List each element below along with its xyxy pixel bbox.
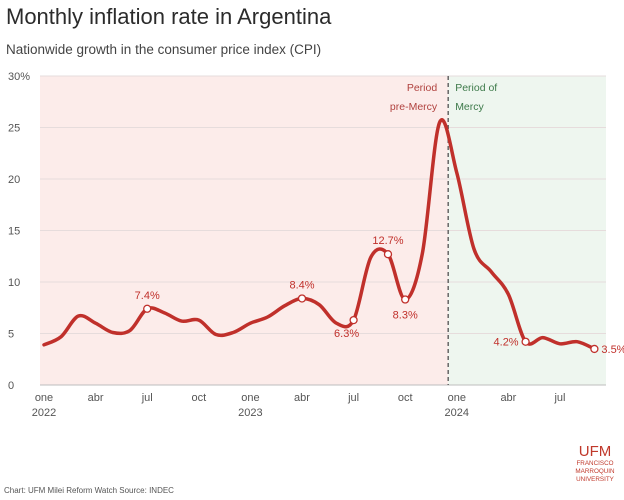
x-tick-label: jul [553,392,565,404]
data-point [576,340,579,343]
x-tick-year-label: 2023 [238,407,262,419]
data-point [232,331,235,334]
x-tick-label: oct [398,392,413,404]
x-tick-label: one [241,392,259,404]
data-point [266,315,269,319]
logo-line: MARROQUIN [575,468,615,475]
data-label: 6.3% [334,328,359,340]
pre-mercy-label-line1: Period [407,82,438,94]
data-point [318,303,321,306]
chart-subtitle: Nationwide growth in the consumer price … [6,42,322,57]
data-point [77,314,80,318]
data-label: 8.4% [289,279,314,291]
data-point [249,322,252,325]
pre-mercy-label-line2: pre-Mercy [390,101,438,113]
x-tick-label: oct [191,392,206,404]
data-label: 4.2% [494,337,519,349]
y-tick-label: 20 [8,174,20,186]
data-point [214,333,218,336]
y-tick-label: 25 [8,123,20,135]
data-point [197,318,200,322]
annotated-point-marker [297,294,307,303]
x-tick-year-label: 2022 [32,407,56,419]
data-label: 3.5% [601,344,624,356]
data-point [335,322,338,325]
y-tick-label: 30% [8,71,30,83]
x-tick-label: one [35,392,53,404]
data-point [541,336,544,339]
x-tick-label: jul [347,392,359,404]
annotated-point-marker [349,315,358,325]
x-tick-label: abr [294,392,310,404]
inflation-series-line [42,118,597,351]
chart-source: Chart: UFM Milei Reform Watch Source: IN… [4,486,174,495]
data-point [472,247,476,251]
ufm-logo: UFM FRANCISCO MARROQUIN UNIVERSITY [566,444,624,484]
annotated-point-marker [401,295,410,304]
x-tick-label: one [448,392,466,404]
logo-line: FRANCISCO [576,460,614,467]
data-point [490,270,493,273]
data-point [163,311,166,315]
data-point [180,319,183,323]
annotated-point-marker [383,250,393,259]
data-label: 12.7% [372,235,403,247]
data-point [558,342,562,345]
data-point [283,304,286,307]
x-tick-label: abr [88,392,104,404]
data-point [369,256,372,259]
data-point [507,293,510,296]
data-point [421,251,424,255]
logo-name: UFM [578,443,612,460]
x-tick-year-label: 2024 [445,407,469,419]
x-tick-label: abr [500,392,516,404]
annotated-point-marker [590,344,599,354]
annotated-point-marker [143,304,152,313]
data-label: 7.4% [135,290,160,302]
y-tick-label: 10 [8,277,20,289]
data-point [60,335,63,338]
annotated-point-marker [521,337,530,346]
chart-title: Monthly inflation rate in Argentina [6,4,332,29]
data-point [128,329,132,332]
data-point [94,322,97,325]
mercy-label-line2: Mercy [455,101,484,113]
data-point [455,171,458,175]
x-tick-label: jul [141,392,153,404]
mercy-label-line1: Period of [455,82,497,94]
logo-line: UNIVERSITY [576,476,614,483]
y-tick-label: 5 [8,329,14,341]
y-tick-label: 15 [8,226,20,238]
data-point [111,331,115,334]
data-point [438,121,441,124]
data-label: 8.3% [393,310,418,322]
y-tick-label: 0 [8,380,14,392]
data-point [42,343,46,347]
